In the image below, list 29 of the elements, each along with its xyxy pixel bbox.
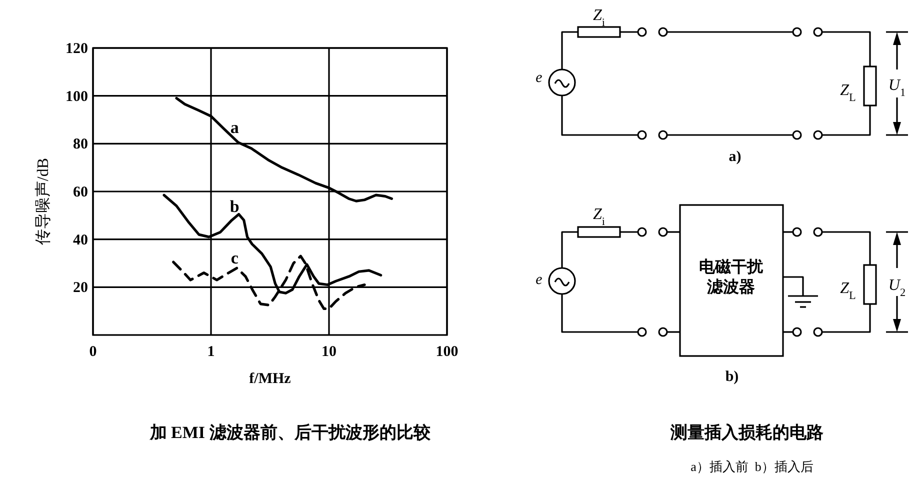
text: Z$_{L}$ (840, 280, 856, 302)
series-name: c (230, 248, 238, 268)
y-tick-label: 60 (73, 184, 88, 200)
y-tick-label: 20 (73, 280, 88, 296)
x-tick-label: 1 (207, 344, 215, 360)
text: U$_{2}$ (888, 277, 906, 299)
text: b) (725, 369, 739, 385)
x-tick-label: 10 (322, 344, 336, 360)
y-tick-label: 80 (73, 136, 88, 153)
x-tick-label: 0 (89, 344, 97, 360)
text: a）插入前 b）插入后 (690, 459, 814, 474)
text: 电磁干扰滤波器 (699, 258, 764, 296)
y-axis-title: 传导噪声/dB (34, 158, 52, 246)
y-tick-label: 40 (73, 232, 88, 248)
x-axis-title: f/MHz (249, 371, 292, 387)
series-name: a (230, 118, 239, 138)
y-tick-label: 120 (66, 41, 88, 57)
text: e (536, 272, 543, 288)
text: Z$_{i}$ (592, 206, 606, 228)
text: Z$_{L}$ (840, 82, 856, 104)
text: 测量插入损耗的电路 (670, 423, 824, 442)
text: 加 EMI 滤波器前、后干扰波形的比较 (148, 423, 432, 442)
series-name: b (230, 196, 240, 216)
text: U$_{1}$ (888, 77, 906, 99)
text: a) (728, 149, 742, 165)
x-tick-label: 100 (436, 344, 458, 360)
y-tick-label: 100 (66, 88, 88, 105)
text: e (536, 70, 543, 86)
text: Z$_{i}$ (592, 7, 606, 29)
